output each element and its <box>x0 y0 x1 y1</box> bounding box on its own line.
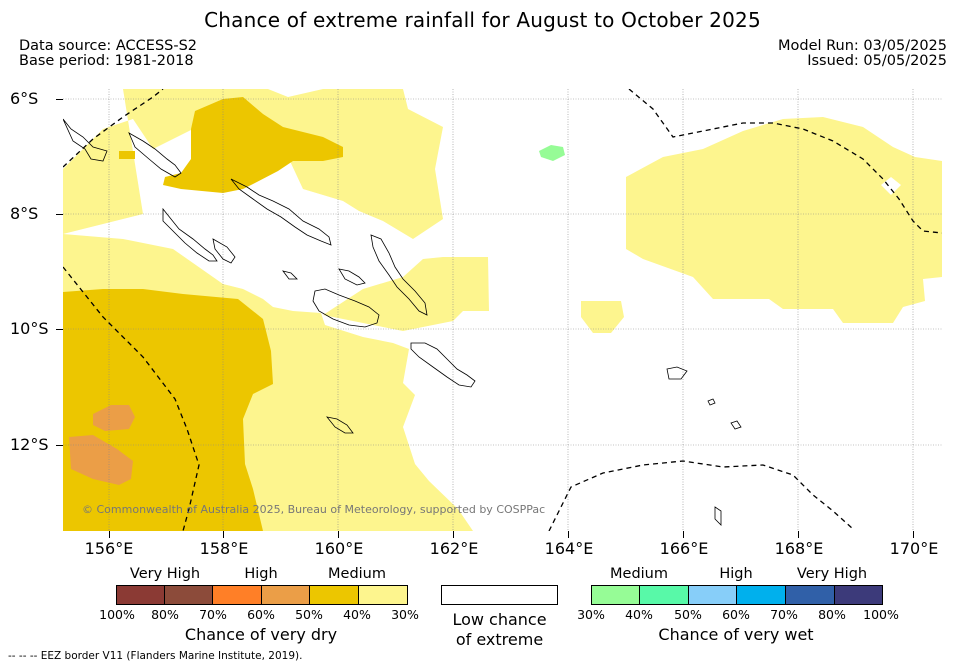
eez-borders <box>63 89 942 531</box>
y-tick <box>56 329 63 330</box>
gridlines <box>63 89 942 531</box>
x-tick <box>683 531 684 538</box>
legend-wet-tick: 30% <box>577 607 605 622</box>
y-tick <box>56 214 63 215</box>
legend-wet-header: High <box>719 566 753 582</box>
y-tick <box>56 445 63 446</box>
lat-label: 12°S <box>10 435 49 454</box>
x-tick <box>109 531 110 538</box>
legend-neutral-line1: Low chance <box>452 610 547 629</box>
meta-left: Data source: ACCESS-S2 Base period: 1981… <box>19 39 197 69</box>
y-tick <box>56 99 63 100</box>
legend-wet-colorbar <box>591 585 883 605</box>
map-title: Chance of extreme rainfall for August to… <box>204 8 761 32</box>
lon-label: 164°E <box>544 539 594 558</box>
legend-swatch <box>689 586 737 604</box>
legend-swatch <box>310 586 359 604</box>
meta-right: Model Run: 03/05/2025 Issued: 05/05/2025 <box>778 39 947 69</box>
legend-swatch <box>786 586 835 604</box>
island-outlines <box>63 118 742 526</box>
lon-label: 156°E <box>84 539 134 558</box>
legend-wet-label: Chance of very wet <box>658 625 814 644</box>
legend-wet-tick: 50% <box>674 607 702 622</box>
x-tick <box>223 531 224 538</box>
map-svg <box>63 89 942 531</box>
legend-dry-header: High <box>244 566 278 582</box>
legend-wet-tick: 70% <box>770 607 798 622</box>
lon-label: 168°E <box>774 539 824 558</box>
lat-label: 8°S <box>10 204 39 223</box>
dry-high-low-region <box>69 405 135 485</box>
legend-dry-tick: 60% <box>247 607 275 622</box>
legend-dry-header: Medium <box>328 566 386 582</box>
legend-dry-tick: 80% <box>151 607 179 622</box>
issued-text: Issued: 05/05/2025 <box>807 53 947 69</box>
copyright-notice: © Commonwealth of Australia 2025, Bureau… <box>82 503 546 516</box>
x-tick <box>338 531 339 538</box>
lon-label: 166°E <box>659 539 709 558</box>
legend-swatch <box>213 586 262 604</box>
legend-dry-header: Very High <box>129 566 201 582</box>
legend-dry-label: Chance of very dry <box>184 625 338 644</box>
base-period-text: Base period: 1981-2018 <box>19 53 194 69</box>
legend-neutral-line2: of extreme <box>455 630 544 649</box>
lon-label: 160°E <box>314 539 364 558</box>
model-run-text: Model Run: 03/05/2025 <box>777 38 947 54</box>
legend-wet-tick: 100% <box>863 607 899 622</box>
legend-swatch <box>165 586 213 604</box>
x-tick <box>453 531 454 538</box>
wet-medium-low-region <box>539 145 565 161</box>
lat-label: 6°S <box>10 89 39 108</box>
legend-swatch <box>835 586 882 604</box>
legend-swatch <box>640 586 689 604</box>
map-panel[interactable] <box>63 89 942 531</box>
legend-swatch <box>262 586 310 604</box>
lon-label: 162°E <box>429 539 479 558</box>
legend-swatch <box>359 586 407 604</box>
legend-wet-tick: 60% <box>722 607 750 622</box>
legend-swatch <box>592 586 640 604</box>
lat-label: 10°S <box>10 319 49 338</box>
legend-wet-tick: 80% <box>818 607 846 622</box>
eez-footnote: -- -- -- EEZ border V11 (Flanders Marine… <box>8 650 303 662</box>
legend-dry-tick: 100% <box>99 607 135 622</box>
lon-label: 158°E <box>199 539 249 558</box>
legend-wet-header: Medium <box>610 566 668 582</box>
legend-wet-header: Very High <box>796 566 868 582</box>
x-tick <box>568 531 569 538</box>
legend-dry-tick: 40% <box>343 607 371 622</box>
legend-dry-tick: 30% <box>391 607 419 622</box>
legend-dry-tick: 50% <box>295 607 323 622</box>
legend-neutral-swatch <box>441 585 558 605</box>
legend-dry-tick: 70% <box>199 607 227 622</box>
x-tick <box>913 531 914 538</box>
data-source-text: Data source: ACCESS-S2 <box>19 38 198 54</box>
legend-wet-tick: 40% <box>625 607 653 622</box>
x-tick <box>798 531 799 538</box>
legend-neutral-label: Low chance of extreme <box>441 610 558 650</box>
legend-swatch <box>117 586 165 604</box>
legend-dry-colorbar <box>116 585 408 605</box>
legend-swatch <box>737 586 786 604</box>
lon-label: 170°E <box>889 539 939 558</box>
